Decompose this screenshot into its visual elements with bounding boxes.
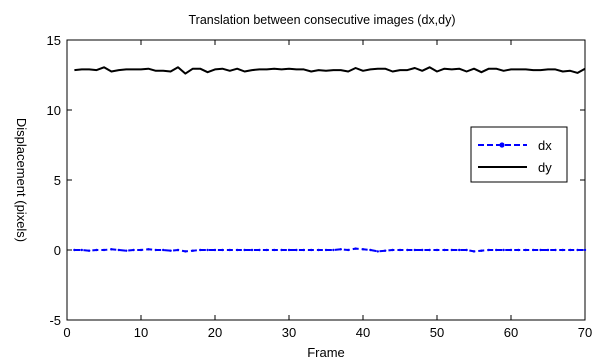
series-dx-point: [228, 248, 231, 252]
series-dx-point: [435, 248, 439, 252]
series-dy-line: [74, 66, 586, 75]
series-dx-point: [102, 248, 106, 252]
series-dx-point: [280, 248, 283, 252]
series-dx-point: [472, 250, 476, 253]
series-dx-point: [384, 249, 387, 252]
series-dx-point: [125, 249, 128, 252]
series-dx-point: [176, 248, 180, 252]
series-dx-point: [139, 248, 143, 252]
series-dx-point: [236, 248, 239, 252]
x-tick-label: 60: [504, 325, 518, 340]
x-tick-label: 10: [134, 325, 148, 340]
x-axis: 0 10 20 30 40 50 60 70: [63, 40, 592, 340]
series-dx-point: [532, 248, 535, 252]
series-dx-point: [117, 248, 121, 252]
series-dx-point: [95, 248, 98, 252]
series-dx-point: [546, 248, 550, 252]
series-dx-point: [354, 247, 357, 250]
series-dx-point: [154, 248, 157, 252]
series-dx-point: [583, 248, 587, 252]
series-dx-point: [162, 248, 165, 252]
series-dx-point: [199, 248, 202, 252]
series-dx-point: [369, 248, 372, 252]
series-dx-point: [413, 248, 416, 252]
series-dx-point: [287, 248, 291, 252]
series-dx-point: [339, 248, 342, 251]
series-dx-point: [221, 248, 224, 252]
series-dx-point: [295, 248, 298, 252]
series-dx-point: [332, 248, 335, 252]
series-dx-point: [273, 248, 276, 252]
series-dx-point: [502, 248, 505, 252]
series-dx-point: [243, 248, 246, 252]
series-dx-point: [132, 248, 135, 252]
series-dx-point: [539, 248, 542, 252]
legend: dx dy: [470, 126, 568, 183]
series-layer: [73, 66, 587, 253]
series-dx-point: [458, 248, 461, 252]
series-dx-point: [561, 248, 564, 252]
series-dx-point: [421, 248, 424, 252]
series-dx-point: [361, 248, 365, 251]
legend-box: [470, 126, 568, 183]
x-tick-label: 20: [208, 325, 222, 340]
legend-dx-marker: [499, 142, 505, 148]
series-dx-point: [206, 248, 209, 252]
x-tick-label: 50: [430, 325, 444, 340]
series-dx-point: [324, 248, 328, 252]
series-dx-line: [74, 247, 585, 253]
series-dx-point: [487, 248, 490, 252]
series-dx-point: [73, 248, 76, 252]
series-dx-point: [480, 249, 483, 252]
chart-title: Translation between consecutive images (…: [188, 13, 455, 27]
series-dx-point: [184, 250, 187, 253]
legend-dx-label: dx: [538, 138, 552, 153]
series-dx-point: [391, 248, 394, 252]
series-dx-point: [310, 248, 313, 252]
series-dx-point: [509, 248, 513, 252]
series-dx-point: [250, 248, 254, 252]
series-dx-point: [347, 248, 350, 252]
series-dx-point: [376, 250, 379, 253]
series-dx-point: [524, 248, 527, 252]
series-dx-point: [495, 248, 498, 252]
x-axis-label: Frame: [307, 345, 345, 360]
series-dx-point: [517, 248, 520, 252]
y-axis-label: Displacement (pixels): [14, 118, 29, 242]
series-dx-point: [576, 248, 579, 252]
y-tick-label: 0: [54, 243, 61, 258]
legend-dy-label: dy: [538, 160, 552, 175]
series-dx-point: [428, 248, 431, 252]
series-dx-point: [147, 248, 150, 251]
x-tick-label: 30: [282, 325, 296, 340]
series-dx-point: [265, 248, 268, 252]
series-dx-point: [465, 248, 468, 252]
series-dx-point: [80, 248, 84, 252]
x-tick-label: 70: [578, 325, 592, 340]
series-dx-point: [443, 248, 446, 252]
series-dx-point: [450, 248, 453, 252]
series-dx-point: [302, 248, 305, 252]
series-dx-point: [554, 248, 557, 252]
x-tick-label: 40: [356, 325, 370, 340]
series-dx-point: [169, 249, 172, 252]
y-tick-label: 15: [47, 33, 61, 48]
series-dx-point: [406, 248, 409, 252]
y-tick-label: 5: [54, 173, 61, 188]
series-dx-point: [88, 249, 91, 252]
y-tick-label: -5: [49, 313, 61, 328]
series-dx-point: [213, 248, 217, 252]
series-dx-point: [258, 248, 261, 252]
series-dx-point: [110, 248, 113, 251]
x-tick-label: 0: [63, 325, 70, 340]
series-dx-point: [398, 248, 402, 252]
series-dx-point: [191, 249, 194, 252]
y-tick-label: 10: [47, 103, 61, 118]
series-dx-point: [569, 248, 572, 252]
series-dx-point: [317, 248, 320, 252]
